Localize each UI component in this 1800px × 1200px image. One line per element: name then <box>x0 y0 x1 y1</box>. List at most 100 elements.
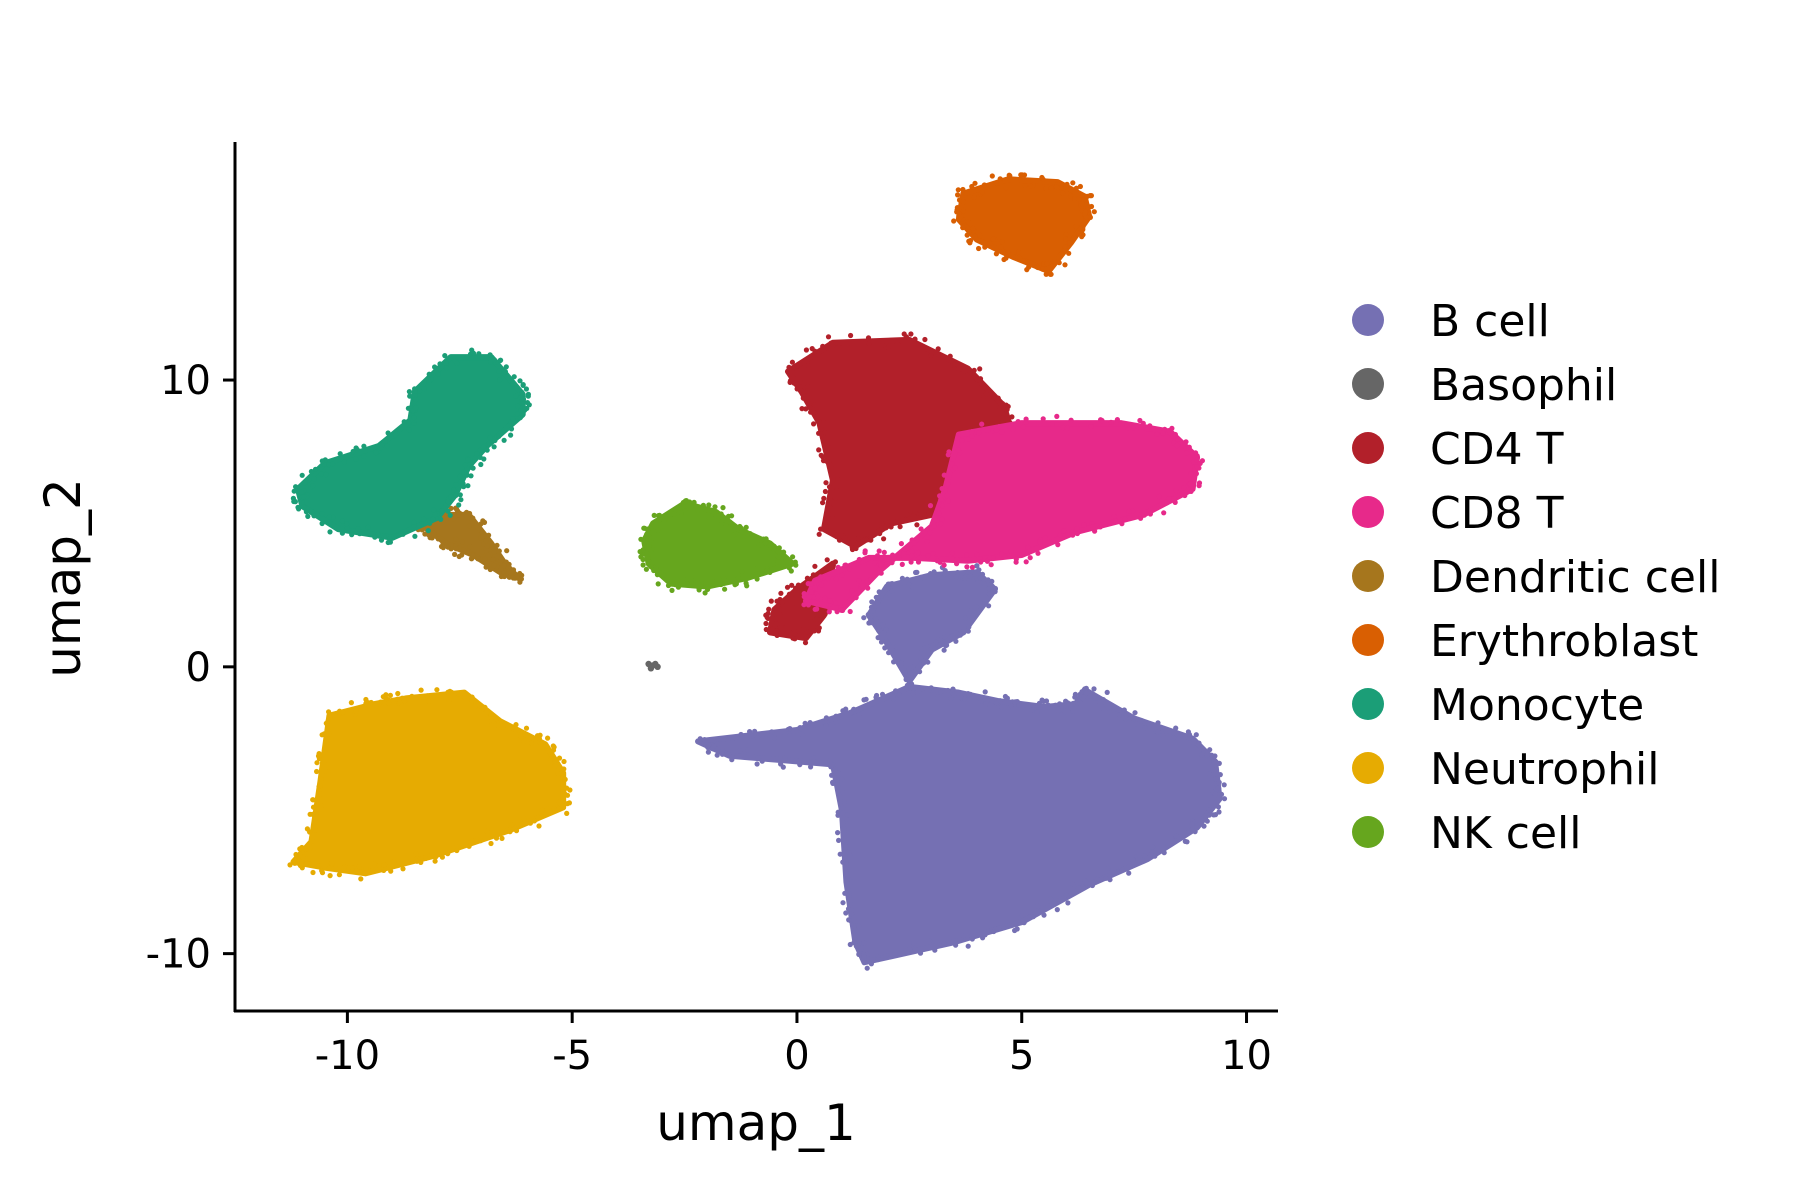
cell-point <box>485 552 491 559</box>
cell-point <box>498 573 504 580</box>
cell-point <box>363 865 369 871</box>
cell-point <box>971 194 977 200</box>
cell-point <box>1063 236 1069 242</box>
cell-point <box>966 229 972 235</box>
cell-point <box>880 342 886 348</box>
cell-point <box>914 569 920 575</box>
cell-point <box>982 601 988 607</box>
cell-point <box>812 606 818 612</box>
cell-point <box>1001 924 1007 930</box>
cell-point <box>1073 223 1079 230</box>
cell-point <box>820 419 827 425</box>
cell-point <box>1087 693 1093 700</box>
cell-point <box>743 524 749 531</box>
cell-point <box>1037 539 1043 545</box>
cell-point <box>754 565 761 572</box>
cell-point <box>497 357 503 364</box>
cell-point <box>1116 712 1122 718</box>
cell-point <box>900 950 906 956</box>
cell-point <box>319 511 325 517</box>
cell-point <box>960 199 967 205</box>
cell-point <box>888 524 894 530</box>
cell-point <box>862 550 868 556</box>
cell-point <box>1051 258 1057 264</box>
cell-point <box>843 706 849 712</box>
cell-point <box>843 910 849 916</box>
cell-point <box>856 951 862 958</box>
cell-point <box>1062 244 1068 250</box>
cell-point <box>1003 185 1009 191</box>
cell-point <box>1079 234 1085 240</box>
cell-point <box>833 481 839 487</box>
cell-point <box>1090 524 1096 530</box>
cell-point <box>1119 521 1125 527</box>
cell-point <box>1142 725 1148 731</box>
cell-point <box>336 872 342 878</box>
cluster-b-cell-part-2 <box>861 563 999 689</box>
cell-point <box>803 633 809 640</box>
cell-point <box>931 691 937 697</box>
cell-point <box>665 572 672 578</box>
cell-point <box>1206 812 1212 818</box>
cell-point <box>1063 231 1069 238</box>
cell-point <box>517 570 523 577</box>
cell-point <box>818 526 824 532</box>
legend-swatch <box>1352 752 1384 784</box>
cell-point <box>1122 516 1128 522</box>
cell-point <box>1106 709 1113 715</box>
cell-point <box>1005 249 1011 255</box>
cell-point <box>715 513 721 519</box>
cell-point <box>542 743 548 749</box>
legend-label: B cell <box>1430 296 1550 347</box>
cell-point <box>1048 271 1054 277</box>
cell-point <box>797 725 803 731</box>
cell-point <box>866 341 872 347</box>
cluster-erythroblast <box>951 172 1097 277</box>
cell-point <box>561 766 567 772</box>
cell-point <box>531 818 538 824</box>
cell-point <box>319 868 325 874</box>
cell-point <box>1054 413 1060 419</box>
cell-point <box>949 550 956 556</box>
cell-point <box>816 447 822 453</box>
cell-point <box>1067 187 1074 193</box>
cell-point <box>1079 229 1085 235</box>
cell-point <box>739 569 745 575</box>
cell-point <box>976 245 982 252</box>
cell-point <box>435 371 441 377</box>
cell-point <box>555 771 561 777</box>
cell-point <box>461 469 467 475</box>
cell-point <box>1124 422 1130 428</box>
cell-point <box>1160 732 1166 739</box>
cell-point <box>853 943 860 949</box>
cell-point <box>317 783 323 789</box>
cell-point <box>287 862 293 868</box>
cell-point <box>898 541 905 547</box>
cell-point <box>409 693 415 699</box>
cell-point <box>1088 193 1094 199</box>
cell-point <box>1062 709 1068 715</box>
cell-point <box>941 940 947 946</box>
cell-point <box>812 585 818 591</box>
cell-point <box>300 854 306 860</box>
cell-point <box>525 393 531 399</box>
cell-point <box>910 584 916 590</box>
cell-point <box>939 516 945 523</box>
cell-point <box>340 709 346 715</box>
cell-point <box>464 472 470 478</box>
cell-point <box>865 335 872 341</box>
cell-point <box>349 865 355 871</box>
cell-point <box>319 458 325 464</box>
cell-point <box>1015 419 1021 425</box>
cell-point <box>524 400 531 406</box>
cell-point <box>465 457 471 463</box>
cell-point <box>1209 752 1215 758</box>
cell-point <box>918 646 925 652</box>
cell-point <box>464 514 470 520</box>
legend-swatch <box>1352 816 1384 848</box>
cell-point <box>805 602 812 608</box>
cell-point <box>936 510 942 516</box>
cell-point <box>881 536 887 542</box>
cell-point <box>924 687 930 693</box>
cell-point <box>737 748 743 754</box>
